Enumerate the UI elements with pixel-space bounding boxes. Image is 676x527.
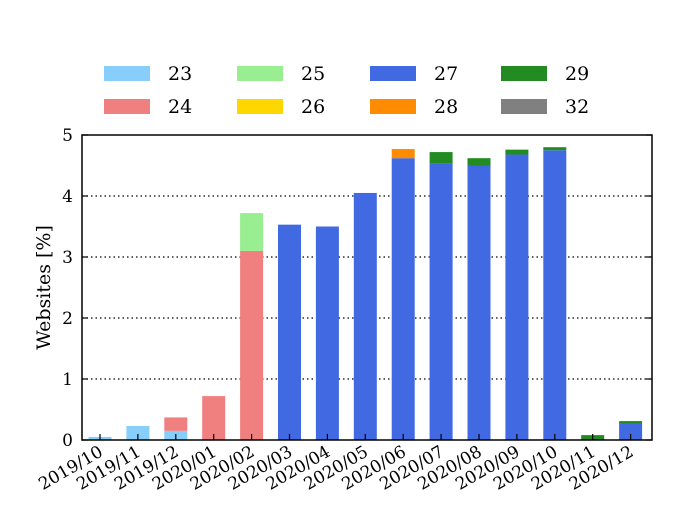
bar-2020-07-series-29 [429, 152, 453, 164]
legend-swatch-28 [370, 99, 416, 114]
legend-label-24: 24 [168, 96, 192, 118]
y-axis-label: Websites [%] [33, 225, 55, 350]
bar-2020-04-series-27 [315, 226, 339, 440]
plot-frame [81, 134, 653, 441]
legend-swatch-23 [104, 66, 150, 81]
legend-swatch-25 [237, 66, 283, 81]
bar-2020-08-series-27 [467, 165, 491, 440]
bar-2020-08-series-29 [467, 158, 491, 166]
bar-2020-10-series-29 [543, 147, 567, 151]
y-axis: 0 1 2 3 4 5 [62, 126, 652, 451]
legend-label-26: 26 [301, 96, 325, 118]
bar-2019-11-series-23 [126, 425, 150, 440]
legend-label-32: 32 [565, 96, 589, 118]
y-tick-label-0: 0 [62, 431, 73, 451]
legend-label-27: 27 [434, 63, 458, 85]
legend-label-25: 25 [301, 63, 325, 85]
bar-2020-06-series-28 [391, 149, 415, 159]
bar-2020-07-series-27 [429, 163, 453, 441]
bar-2020-12-series-29 [619, 421, 643, 424]
y-tick-label-4: 4 [62, 187, 73, 207]
bar-2020-03-series-27 [278, 224, 301, 440]
bar-2020-12-series-27 [619, 423, 643, 440]
y-tick-label-2: 2 [62, 309, 73, 329]
legend: 23 24 25 26 27 28 29 32 [104, 63, 589, 118]
bar-2019-12-series-24 [164, 417, 188, 431]
bar-2020-01-series-24 [202, 396, 226, 440]
bar-2020-09-series-29 [505, 149, 529, 155]
bar-2020-02-series-24 [240, 250, 264, 440]
y-tick-label-5: 5 [62, 126, 73, 146]
legend-label-23: 23 [168, 63, 192, 85]
bar-2020-10-series-27 [543, 150, 567, 440]
bar-2020-05-series-27 [353, 192, 377, 440]
legend-swatch-29 [501, 66, 547, 81]
bars [88, 147, 643, 441]
bar-2020-09-series-27 [505, 154, 529, 440]
y-tick-label-1: 1 [62, 370, 73, 390]
y-tick-label-3: 3 [62, 248, 73, 268]
legend-swatch-32 [501, 99, 547, 114]
legend-swatch-26 [237, 99, 283, 114]
x-axis: 2019/102019/112019/122020/012020/022020/… [35, 434, 637, 495]
bar-2020-02-series-25 [240, 213, 264, 251]
legend-label-29: 29 [565, 63, 589, 85]
bar-2020-06-series-27 [391, 158, 415, 440]
legend-swatch-27 [370, 66, 416, 81]
legend-swatch-24 [104, 99, 150, 114]
legend-label-28: 28 [434, 96, 458, 118]
